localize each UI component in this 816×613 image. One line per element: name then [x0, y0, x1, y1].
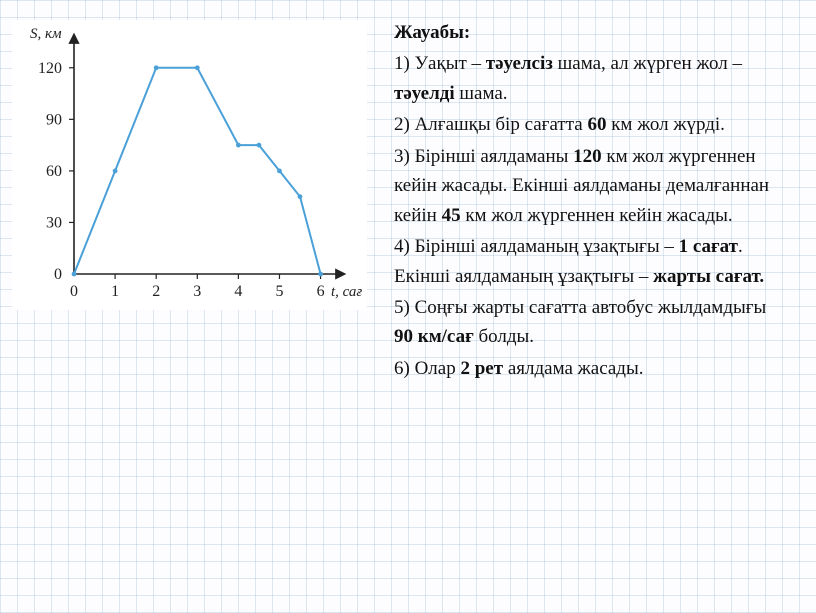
answer-bold: тәуелсіз	[486, 53, 553, 74]
answer-title: Жауабы:	[394, 18, 788, 47]
answer-pre: 4) Бірінші аялдаманың ұзақтығы –	[394, 236, 679, 257]
answer-bold: 1 сағат	[679, 236, 738, 257]
chart-column: 0 30 60 90 120 0 1 2 3 4 5 6 S, км t, сағ	[0, 0, 380, 613]
answer-post: аялдама жасады.	[503, 358, 643, 379]
answer-post: км жол жүргеннен кейін жасады.	[461, 205, 733, 226]
svg-text:1: 1	[111, 283, 119, 300]
svg-text:120: 120	[38, 60, 62, 77]
svg-text:0: 0	[54, 266, 62, 283]
answer-bold2: 45	[442, 205, 461, 226]
svg-text:90: 90	[46, 111, 62, 128]
svg-text:4: 4	[234, 283, 242, 300]
answer-bold: 120	[573, 146, 602, 167]
svg-text:t, сағ: t, сағ	[331, 284, 362, 300]
answer-post: км жол жүрді.	[606, 114, 724, 135]
answer-mid: шама, ал жүрген жол –	[553, 53, 742, 74]
answer-line-5: 5) Соңғы жарты сағатта автобус жылдамдығ…	[394, 293, 788, 352]
answer-post: шама.	[455, 83, 508, 104]
answer-line-4: 4) Бірінші аялдаманың ұзақтығы – 1 сағат…	[394, 232, 788, 291]
distance-time-chart: 0 30 60 90 120 0 1 2 3 4 5 6 S, км t, сағ	[12, 20, 367, 310]
answer-line-1: 1) Уақыт – тәуелсіз шама, ал жүрген жол …	[394, 49, 788, 108]
answer-line-6: 6) Олар 2 рет аялдама жасады.	[394, 354, 788, 383]
page-root: 03060901200123456S, кмt, сағ Жауабы: 1) …	[0, 0, 816, 613]
answer-bold2: тәуелді	[394, 83, 455, 104]
svg-text:60: 60	[46, 163, 62, 180]
answer-bold: 90 км/сағ	[394, 326, 474, 347]
svg-text:6: 6	[317, 283, 325, 300]
answer-column: Жауабы: 1) Уақыт – тәуелсіз шама, ал жүр…	[380, 0, 816, 613]
answer-bold: 2 рет	[460, 358, 503, 379]
answer-pre: 3) Бірінші аялдаманы	[394, 146, 573, 167]
chart-card: 0 30 60 90 120 0 1 2 3 4 5 6 S, км t, сағ	[12, 20, 367, 310]
answer-bold: 60	[587, 114, 606, 135]
svg-text:S, км: S, км	[30, 26, 62, 42]
svg-text:0: 0	[70, 283, 78, 300]
answer-pre: 6) Олар	[394, 358, 460, 379]
answer-title-text: Жауабы:	[394, 22, 470, 43]
answer-line-3: 3) Бірінші аялдаманы 120 км жол жүргенне…	[394, 142, 788, 230]
answer-line-2: 2) Алғашқы бір сағатта 60 км жол жүрді.	[394, 110, 788, 139]
answer-bold2: жарты сағат.	[653, 266, 764, 287]
svg-text:3: 3	[193, 283, 201, 300]
answer-pre: 2) Алғашқы бір сағатта	[394, 114, 587, 135]
answer-pre: 5) Соңғы жарты сағатта автобус жылдамдығ…	[394, 297, 766, 318]
svg-text:2: 2	[152, 283, 160, 300]
answer-pre: 1) Уақыт –	[394, 53, 486, 74]
svg-text:5: 5	[275, 283, 283, 300]
svg-text:30: 30	[46, 214, 62, 231]
answer-body: 1) Уақыт – тәуелсіз шама, ал жүрген жол …	[394, 49, 788, 383]
answer-post: болды.	[474, 326, 534, 347]
